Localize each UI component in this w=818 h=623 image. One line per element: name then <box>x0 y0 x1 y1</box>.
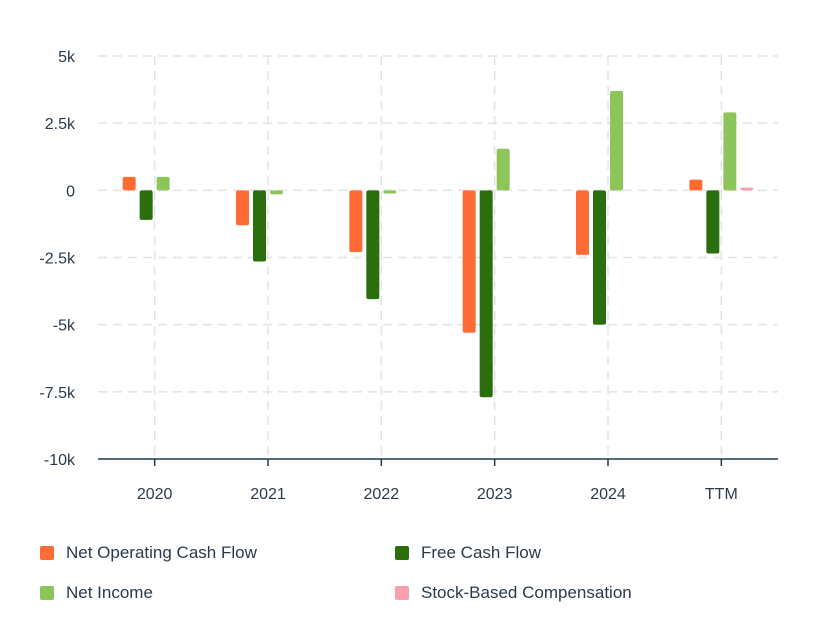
x-tick-label: 2024 <box>590 486 626 503</box>
bar <box>740 187 754 191</box>
x-tick-label: 2021 <box>250 486 286 503</box>
x-tick-label: 2020 <box>137 486 173 503</box>
legend-item-stock-based-compensation[interactable]: Stock-Based Compensation <box>395 583 632 603</box>
bar <box>593 190 606 325</box>
legend-label: Net Income <box>66 583 153 602</box>
y-tick-label: 5k <box>58 49 76 66</box>
bar <box>479 190 493 398</box>
bar <box>349 190 363 253</box>
y-tick-label: -10k <box>44 452 76 469</box>
bar <box>723 112 737 191</box>
bar <box>689 179 703 191</box>
legend-swatch <box>40 586 54 600</box>
y-tick-label: 0 <box>66 183 75 200</box>
bar <box>270 190 283 195</box>
legend-swatch <box>395 546 409 560</box>
bar <box>139 190 153 220</box>
bar <box>706 190 720 254</box>
legend-item-free-cash-flow[interactable]: Free Cash Flow <box>395 543 541 563</box>
legend: Net Operating Cash Flow Free Cash Flow N… <box>40 535 800 615</box>
y-tick-label: -5k <box>53 318 76 335</box>
legend-swatch <box>395 586 409 600</box>
legend-label: Stock-Based Compensation <box>421 583 632 602</box>
bar <box>366 190 380 300</box>
bar <box>236 190 249 226</box>
legend-label: Net Operating Cash Flow <box>66 543 257 562</box>
bar <box>122 176 136 191</box>
chart-plot: 2020 2021 2022 2023 2024 TTM 5k 2.5k 0 -2.5k -5k -7… <box>39 49 778 503</box>
legend-swatch <box>40 546 54 560</box>
legend-item-net-operating-cash-flow[interactable]: Net Operating Cash Flow <box>40 543 257 563</box>
y-tick-label: 2.5k <box>45 116 76 133</box>
y-tick-label: -2.5k <box>39 251 76 268</box>
legend-label: Free Cash Flow <box>421 543 541 562</box>
x-tick-label: TTM <box>705 486 738 503</box>
legend-item-net-income[interactable]: Net Income <box>40 583 153 603</box>
bar <box>383 190 397 194</box>
bar <box>253 190 266 262</box>
x-tick-label: 2023 <box>477 486 513 503</box>
bar <box>610 90 623 191</box>
x-tick-label: 2022 <box>364 486 400 503</box>
bar <box>156 176 170 191</box>
bar <box>462 190 476 333</box>
bar <box>496 148 510 191</box>
y-tick-label: -7.5k <box>39 385 76 402</box>
bar <box>576 190 589 255</box>
